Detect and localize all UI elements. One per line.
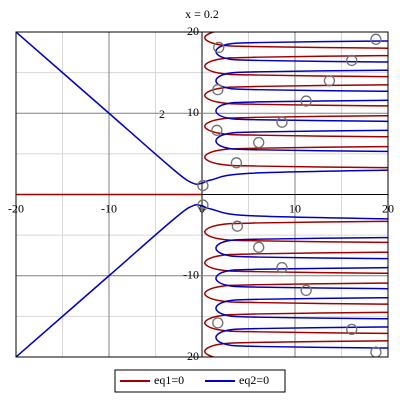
root-point: [346, 54, 358, 67]
root-point: [212, 84, 224, 96]
curve: [215, 99, 388, 123]
curve: [204, 54, 388, 78]
x-tick-label: -20: [8, 201, 24, 215]
curve: [204, 311, 388, 335]
curve: [16, 204, 388, 357]
root-point: [276, 261, 288, 274]
curve: [215, 236, 388, 260]
curve: [215, 129, 388, 153]
root-point: [213, 41, 225, 54]
curve: [215, 40, 388, 63]
curve: [204, 282, 388, 305]
root-point: [231, 220, 243, 232]
legend: eq1=0 eq2=0: [120, 373, 269, 387]
root-point: [276, 116, 288, 128]
root-point: [346, 323, 358, 336]
legend-box: [114, 369, 286, 393]
curve: [215, 266, 388, 290]
curve: [204, 251, 388, 275]
curve: [215, 69, 388, 93]
curve: [215, 296, 388, 320]
root-point: [370, 33, 382, 45]
chart-title: x = 0.2: [185, 7, 219, 21]
curve: [204, 340, 388, 357]
plot-frame: [15, 31, 389, 358]
root-point: [253, 136, 265, 149]
curve: [215, 326, 388, 349]
curve: [204, 145, 388, 169]
root-point: [300, 95, 312, 107]
curves: [16, 32, 388, 357]
x-tick-label: -10: [101, 201, 117, 215]
x-tick-label: 0: [199, 201, 205, 215]
root-point: [323, 75, 336, 87]
root-point: [197, 199, 209, 211]
curve: [16, 32, 388, 185]
y-tick-label: 20: [187, 24, 199, 38]
root-point: [212, 317, 224, 329]
curve: [204, 114, 388, 138]
y-tick-label: -10: [183, 268, 199, 282]
root-point: [370, 346, 382, 357]
x-tick-label: 10: [289, 201, 301, 215]
root-point: [253, 241, 265, 253]
labels: -20 -10 0 10 20 20 10 -10 -20: [8, 24, 394, 363]
legend-label: eq1=0: [154, 373, 184, 387]
x-tick-label: 20: [382, 201, 394, 215]
root-point: [230, 157, 243, 169]
root-point: [300, 284, 312, 297]
curve: [204, 32, 388, 49]
curve: [204, 84, 388, 107]
legend-label: eq2=0: [239, 373, 269, 387]
curve: [204, 220, 388, 244]
y-tick-label: -20: [183, 349, 199, 363]
root-point: [211, 124, 223, 136]
root-point: [197, 179, 209, 192]
y-tick-label: 10: [187, 105, 199, 119]
